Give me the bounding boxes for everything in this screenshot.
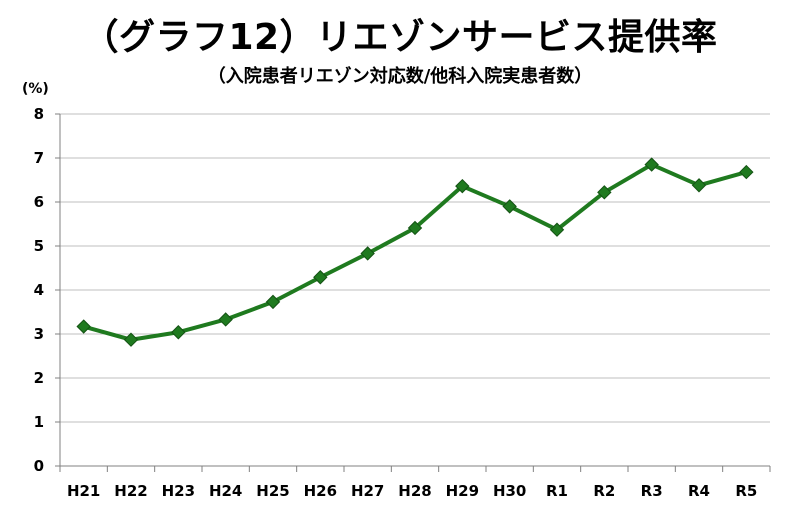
data-point-marker <box>691 178 707 193</box>
data-point-marker <box>313 270 328 285</box>
data-point-marker <box>455 178 470 194</box>
y-tick-label: 5 <box>34 237 44 255</box>
x-tick-label: H23 <box>162 482 195 500</box>
y-tick-label: 0 <box>34 457 44 475</box>
chart-subtitle: （入院患者リエゾン対応数/他科入院実患者数） <box>207 66 593 87</box>
x-tick-label: H26 <box>304 482 337 500</box>
y-tick-label: 1 <box>34 413 44 431</box>
x-tick-label: H27 <box>351 482 384 500</box>
marker-layer <box>76 157 754 347</box>
y-tick-label: 4 <box>34 281 44 299</box>
x-tick-label: H29 <box>446 482 479 500</box>
chart-title: （グラフ12）リエゾンサービス提供率 <box>82 17 718 58</box>
x-tick-label: R1 <box>546 482 568 500</box>
y-tick-label: 8 <box>34 105 44 123</box>
data-point-marker <box>597 185 612 200</box>
x-tick-label: H21 <box>67 482 100 500</box>
data-point-marker <box>171 325 186 340</box>
data-point-marker <box>407 220 423 236</box>
data-point-marker <box>739 164 754 180</box>
x-tick-label: H24 <box>209 482 242 500</box>
y-tick-label: 7 <box>34 149 44 167</box>
y-tick-label: 3 <box>34 325 44 343</box>
data-point-marker <box>502 199 517 214</box>
y-unit-label: (%) <box>22 81 49 97</box>
label-layer: 0 1 2 3 4 5 6 7 8 H21 H22 H23 H24 H25 H26 H27 H28 H29 H30 R… <box>34 105 758 500</box>
x-tick-label: R2 <box>593 482 615 500</box>
x-tick-label: H30 <box>493 482 526 500</box>
grid-layer <box>60 113 770 423</box>
data-point-marker <box>218 312 233 327</box>
series-line <box>83 162 747 342</box>
data-point-marker <box>549 222 565 237</box>
data-point-marker <box>360 246 375 261</box>
data-point-marker <box>76 319 91 334</box>
x-tick-label: H28 <box>398 482 431 500</box>
y-tick-label: 2 <box>34 369 44 387</box>
data-point-marker <box>644 157 659 172</box>
series-layer <box>83 162 747 342</box>
x-tick-label: R4 <box>688 482 710 500</box>
x-tick-label: H22 <box>114 482 147 500</box>
data-point-marker <box>123 332 139 347</box>
x-tick-label: R3 <box>641 482 663 500</box>
x-tick-label: H25 <box>256 482 289 500</box>
y-tick-label: 6 <box>34 193 44 211</box>
axis-layer <box>55 113 771 472</box>
x-tick-label: R5 <box>735 482 757 500</box>
data-point-marker <box>265 294 281 310</box>
